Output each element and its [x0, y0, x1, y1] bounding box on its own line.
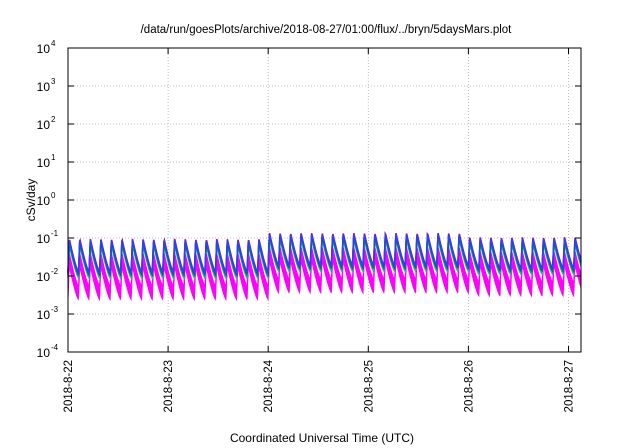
- y-tick-exponent: 2: [51, 115, 56, 124]
- x-tick-label: 2018-8-24: [263, 359, 275, 412]
- x-tick-label: 2018-8-26: [463, 360, 475, 412]
- y-tick-label: 10: [37, 80, 51, 94]
- x-tick-label: 2018-8-25: [363, 360, 375, 412]
- series-line: [67, 231, 582, 276]
- y-tick-label: 10: [37, 308, 51, 322]
- y-tick-exponent: 1: [51, 153, 56, 162]
- x-axis-label: Coordinated Universal Time (UTC): [230, 431, 414, 445]
- y-tick-exponent: 3: [51, 77, 56, 86]
- y-tick-exponent: 0: [51, 191, 56, 200]
- y-tick-label: 10: [37, 42, 51, 56]
- y-tick-label: 10: [37, 346, 51, 360]
- x-axis: 2018-8-22 2018-8-23 2018-8-24 2018-8-25 2018…: [63, 48, 575, 412]
- y-axis-label: cSv/day: [24, 179, 38, 222]
- y-tick-label: 10: [37, 118, 51, 132]
- y-tick-exponent: -2: [51, 267, 59, 276]
- y-tick-label: 10: [37, 156, 51, 170]
- x-tick-label: 2018-8-22: [63, 360, 75, 412]
- y-tick-exponent: -1: [51, 229, 59, 238]
- y-tick-label: 10: [37, 270, 51, 284]
- x-tick-label: 2018-8-27: [563, 360, 575, 412]
- y-tick-exponent: 4: [51, 39, 56, 48]
- series-group: [67, 231, 582, 302]
- y-tick-exponent: -4: [51, 343, 59, 352]
- y-tick-label: 10: [37, 232, 51, 246]
- y-tick-label: 10: [37, 194, 51, 208]
- plot-frame: [67, 47, 582, 353]
- chart-title: /data/run/goesPlots/archive/2018-08-27/0…: [141, 24, 513, 36]
- y-tick-exponent: -3: [51, 305, 59, 314]
- grid: [68, 48, 581, 352]
- x-tick-label: 2018-8-23: [163, 360, 175, 412]
